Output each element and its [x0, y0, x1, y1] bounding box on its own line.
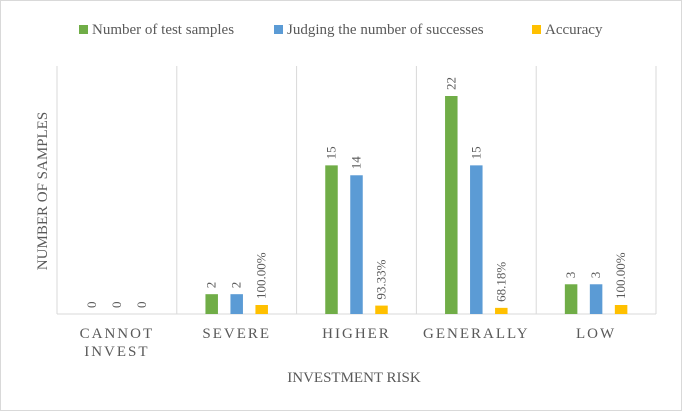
bar-accuracy-severe	[255, 305, 268, 314]
data-label: 2	[229, 282, 244, 289]
data-label: 0	[134, 302, 149, 309]
legend-item-accuracy: Accuracy	[532, 22, 603, 38]
data-label: 14	[349, 156, 364, 170]
data-label: 93.33%	[374, 259, 389, 299]
x-tick-label: HIGHER	[322, 326, 391, 342]
bar-judging-the-number-of-successes-low	[589, 284, 603, 314]
bar-accuracy-generally	[495, 307, 508, 314]
x-tick-label: CANNOT INVEST	[80, 326, 155, 360]
legend-item-number-of-test-samples: Number of test samples	[79, 22, 234, 38]
x-tick-label: SEVERE	[202, 326, 271, 342]
y-axis-label: NUMBER OF SAMPLES	[35, 112, 51, 270]
legend-label: Accuracy	[545, 22, 603, 38]
data-label: 100.00%	[613, 252, 628, 299]
data-label: 100.00%	[254, 252, 269, 299]
legend-label: Number of test samples	[92, 22, 234, 38]
bar-judging-the-number-of-successes-severe	[230, 294, 243, 314]
data-label: 22	[443, 77, 458, 90]
data-label: 2	[204, 282, 219, 289]
data-label: 0	[84, 302, 99, 309]
data-label: 68.18%	[493, 262, 508, 302]
bars	[205, 96, 628, 314]
x-tick-labels: CANNOT INVEST SEVERE HIGHER GENERALLY LOW	[80, 326, 616, 360]
legend: Number of test samples Judging the number…	[79, 22, 603, 38]
data-label: 3	[563, 272, 578, 279]
bar-accuracy-low	[614, 305, 628, 314]
bar-number-of-test-samples-generally	[445, 96, 458, 314]
x-axis-label: INVESTMENT RISK	[287, 370, 421, 386]
legend-swatch	[532, 25, 541, 34]
legend-item-judging-the-number-of-successes: Judging the number of successes	[274, 22, 484, 38]
legend-label: Judging the number of successes	[287, 22, 484, 38]
bar-judging-the-number-of-successes-generally	[470, 165, 483, 314]
legend-swatch	[79, 25, 88, 34]
data-label: 15	[324, 146, 339, 159]
bar-number-of-test-samples-low	[564, 284, 578, 314]
bar-number-of-test-samples-higher	[325, 165, 338, 314]
legend-swatch	[274, 25, 283, 34]
data-label: 15	[468, 146, 483, 159]
bar-accuracy-higher	[375, 305, 388, 314]
data-label: 0	[109, 302, 124, 309]
x-tick-label: GENERALLY	[423, 326, 529, 342]
x-tick-label: LOW	[576, 326, 616, 342]
data-label: 3	[588, 272, 603, 279]
bar-number-of-test-samples-severe	[205, 294, 218, 314]
bar-judging-the-number-of-successes-higher	[350, 175, 363, 314]
